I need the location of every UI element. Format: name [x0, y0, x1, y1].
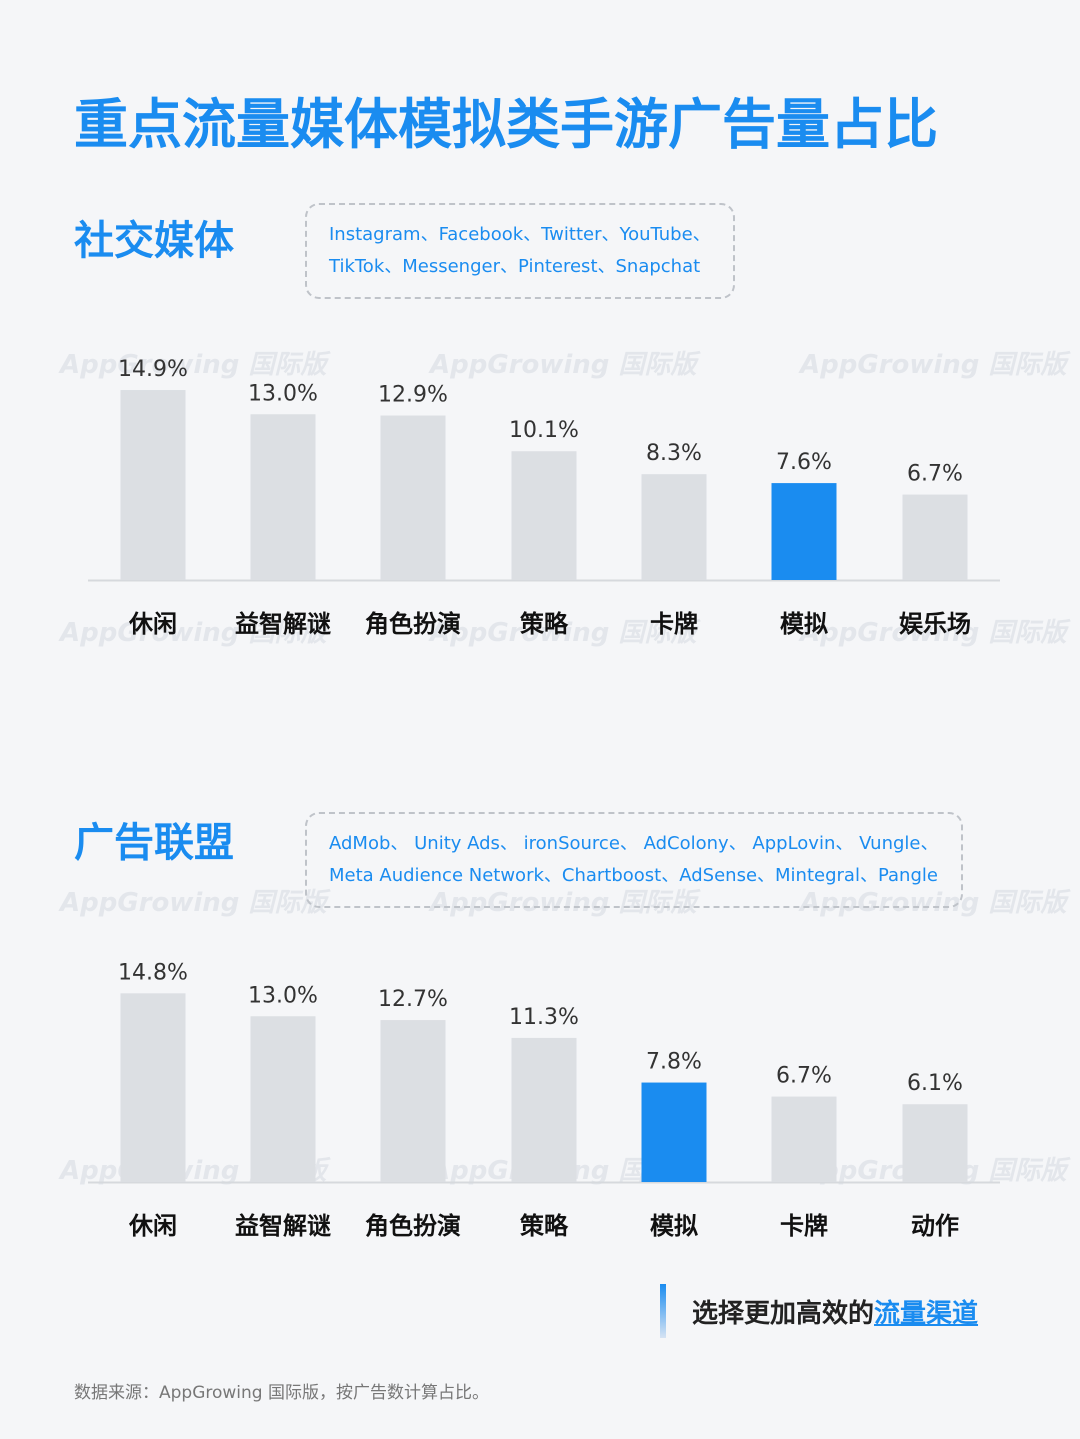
category-label: 角色扮演 [365, 1212, 461, 1240]
value-label: 12.7% [378, 987, 448, 1012]
value-label: 7.8% [646, 1050, 702, 1075]
source-note: 数据来源：AppGrowing 国际版，按广告数计算占比。 [74, 1383, 489, 1403]
bar-动作 [902, 1104, 968, 1182]
value-label: 6.7% [907, 462, 963, 487]
value-label: 7.6% [776, 450, 832, 475]
category-label: 卡牌 [650, 610, 698, 638]
platform-line: Meta Audience Network、Chartboost、AdSense… [329, 865, 938, 886]
cta-link[interactable]: 流量渠道 [874, 1298, 979, 1329]
cta-accent-bar [660, 1284, 666, 1338]
section-title-social: 社交媒体 [74, 218, 234, 264]
section-title-adnetwork: 广告联盟 [74, 820, 234, 866]
category-label: 卡牌 [780, 1212, 828, 1240]
cta-text: 选择更加高效的流量渠道 [692, 1293, 978, 1330]
bar-卡牌 [771, 1096, 837, 1182]
bar-chart-adnetwork: 14.8% 休闲 13.0% 益智解谜 12.7% 角色扮演 11.3% 策略 7.8% 模拟 6.… [88, 960, 1000, 1240]
category-label: 动作 [911, 1212, 959, 1240]
bar-休闲 [120, 993, 186, 1182]
bar-模拟 [771, 483, 837, 580]
value-label: 13.0% [248, 983, 318, 1008]
category-label: 益智解谜 [235, 1212, 331, 1240]
cta: 选择更加高效的流量渠道 [660, 1284, 978, 1338]
bar-益智解谜 [250, 414, 316, 580]
category-label: 策略 [520, 1212, 569, 1240]
platform-list-social: Instagram、Facebook、Twitter、YouTube、 TikT… [305, 203, 735, 299]
value-label: 11.3% [509, 1005, 579, 1030]
bar-休闲 [120, 390, 186, 580]
category-label: 模拟 [650, 1212, 698, 1240]
category-label: 娱乐场 [899, 610, 971, 638]
bar-角色扮演 [380, 1020, 446, 1182]
bar-策略 [511, 451, 577, 580]
value-label: 14.9% [118, 357, 188, 382]
category-label: 角色扮演 [365, 610, 461, 638]
value-label: 6.1% [907, 1071, 963, 1096]
platform-line: AdMob、 Unity Ads、 ironSource、 AdColony、 … [329, 833, 939, 854]
bar-娱乐场 [902, 494, 968, 580]
page-title: 重点流量媒体模拟类手游广告量占比 [74, 93, 938, 156]
value-label: 13.0% [248, 381, 318, 406]
platform-line: TikTok、Messenger、Pinterest、Snapchat [329, 256, 701, 277]
watermark: AppGrowing 国际版 [60, 888, 327, 918]
category-label: 益智解谜 [235, 610, 331, 638]
category-label: 休闲 [128, 610, 177, 638]
platform-list-adnetwork: AdMob、 Unity Ads、 ironSource、 AdColony、 … [305, 812, 963, 908]
value-label: 14.8% [118, 960, 188, 985]
bar-模拟 [641, 1082, 707, 1182]
bar-卡牌 [641, 474, 707, 580]
value-label: 12.9% [378, 383, 448, 408]
value-label: 6.7% [776, 1064, 832, 1089]
cta-text-label: 选择更加高效的 [692, 1298, 875, 1329]
platform-line: Instagram、Facebook、Twitter、YouTube、 [329, 224, 711, 245]
bar-益智解谜 [250, 1016, 316, 1182]
value-label: 8.3% [646, 441, 702, 466]
bar-chart-social: 14.9% 休闲 13.0% 益智解谜 12.9% 角色扮演 10.1% 策略 8.3% 卡牌 7.… [88, 357, 1000, 638]
category-label: 模拟 [780, 610, 828, 638]
category-label: 休闲 [128, 1212, 177, 1240]
value-label: 10.1% [509, 418, 579, 443]
bar-策略 [511, 1037, 577, 1182]
bar-角色扮演 [380, 415, 446, 580]
category-label: 策略 [520, 610, 569, 638]
